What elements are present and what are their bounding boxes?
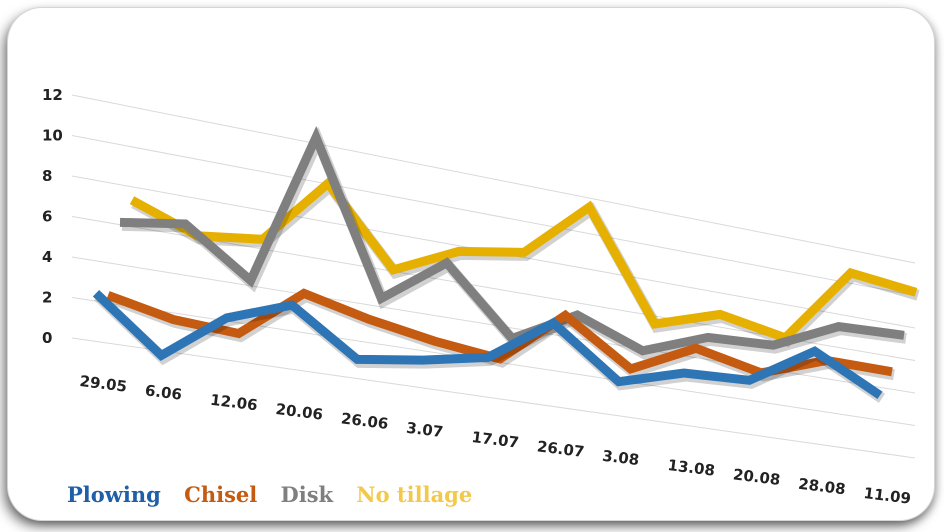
x-tick-label: 3.08: [601, 447, 640, 469]
chart-grid: [71, 94, 916, 459]
gridline: [71, 94, 916, 264]
y-tick-label: 6: [42, 208, 52, 226]
y-tick-label: 8: [42, 167, 52, 185]
x-tick-label: 26.06: [340, 409, 389, 433]
legend-no-tillage: No tillage: [356, 482, 473, 507]
chart-frame: [8, 8, 934, 520]
x-tick-label: 3.07: [405, 419, 444, 441]
chart-legend: Plowing Chisel Disk No tillage: [67, 482, 488, 507]
chart-series: [92, 126, 920, 403]
x-tick-label: 20.08: [732, 465, 781, 489]
y-tick-label: 4: [42, 248, 52, 266]
x-axis-ticks: 29.05 6.06 12.06 20.06 26.06 3.07 17.07 26.07 3.…: [79, 372, 912, 508]
x-tick-label: 6.06: [144, 381, 183, 403]
y-tick-label: 0: [42, 329, 52, 347]
x-tick-label: 28.08: [797, 475, 846, 499]
y-tick-label: 12: [42, 86, 63, 104]
gridline: [71, 337, 916, 459]
legend-disk: Disk: [280, 482, 334, 507]
y-axis-ticks: 0 2 4 6 8 10 12: [42, 86, 63, 347]
gridline: [71, 135, 916, 296]
legend-plowing: Plowing: [67, 482, 161, 507]
x-tick-label: 20.06: [275, 400, 324, 424]
legend-chisel: Chisel: [184, 482, 258, 507]
x-tick-label: 29.05: [79, 372, 128, 396]
y-tick-label: 10: [42, 127, 63, 145]
x-tick-label: 11.09: [863, 484, 912, 508]
x-tick-label: 13.08: [667, 456, 716, 480]
x-tick-label: 12.06: [209, 391, 258, 415]
y-tick-label: 2: [42, 289, 52, 307]
x-tick-label: 26.07: [536, 437, 585, 461]
x-tick-label: 17.07: [471, 428, 520, 452]
